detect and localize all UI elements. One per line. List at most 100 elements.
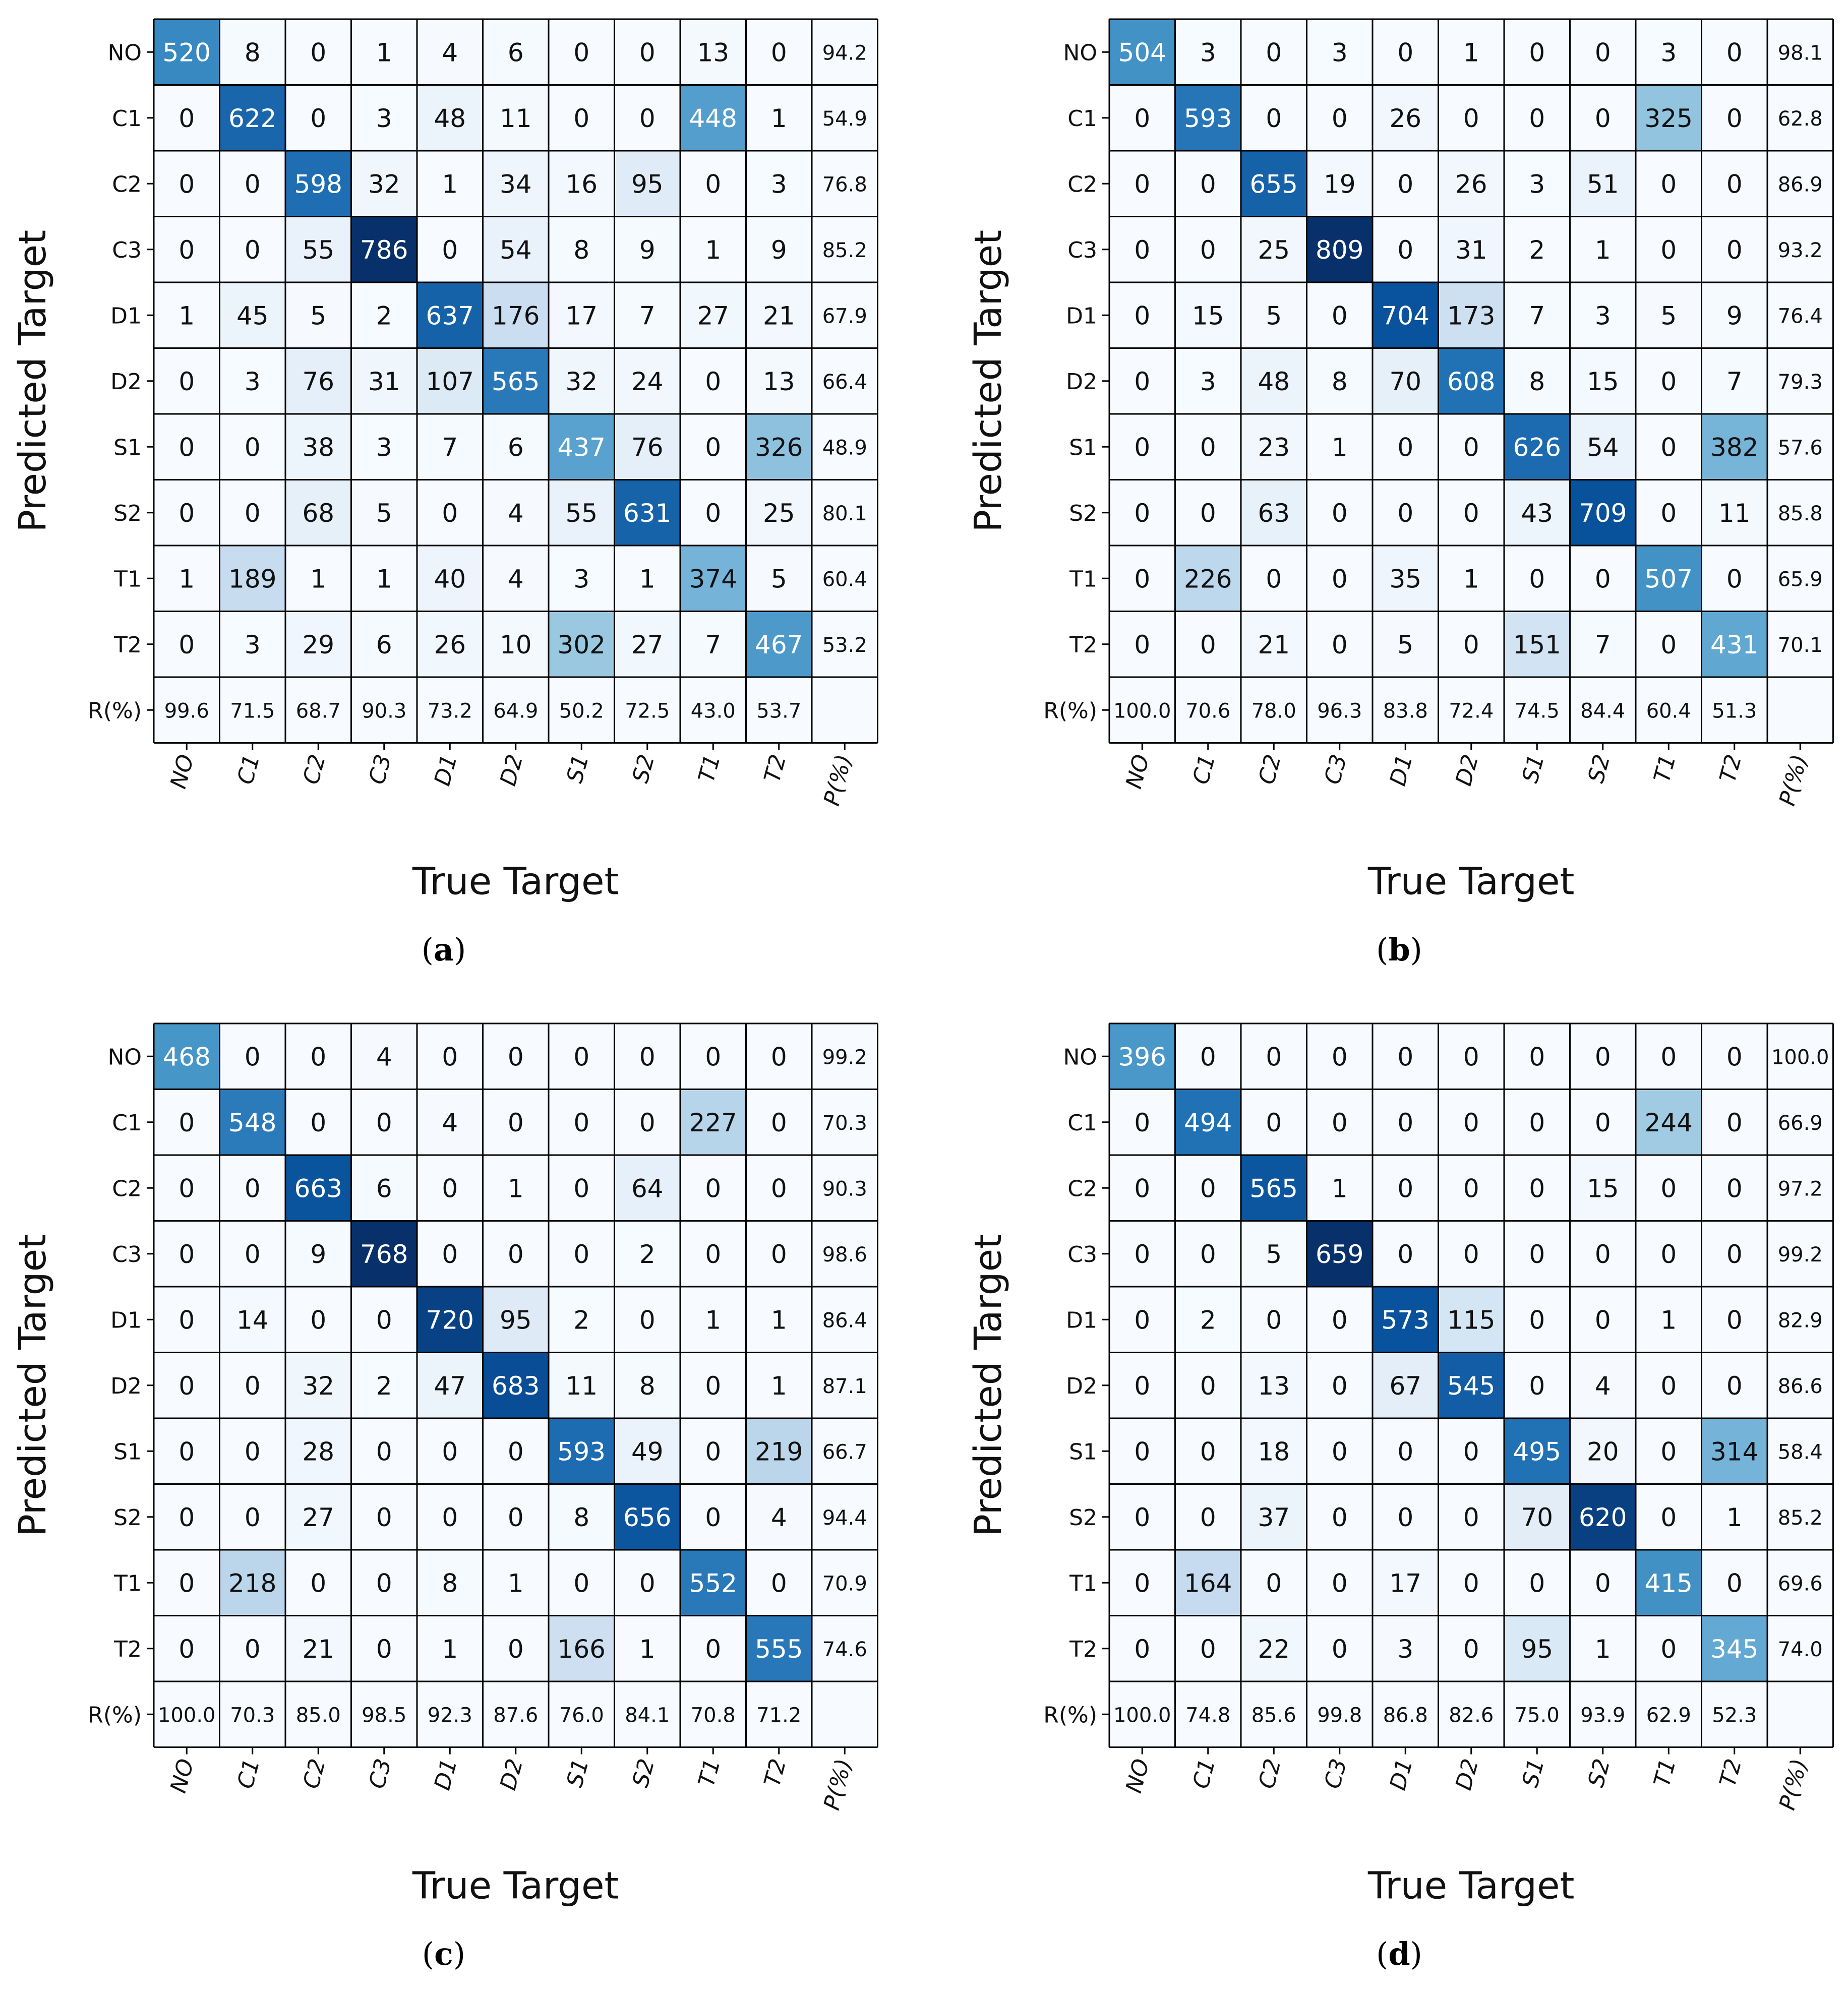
cell-S2-T2 [746, 1484, 812, 1550]
cell-value: 27 [631, 630, 664, 659]
cell-value: 107 [426, 367, 474, 396]
cell-NO-C3 [1306, 19, 1373, 85]
cell-value: 0 [1332, 1568, 1348, 1598]
cell-D2-C1 [1175, 348, 1241, 414]
precision-cell [1767, 414, 1833, 480]
cell-value: 0 [1463, 1042, 1479, 1071]
cell-value: 0 [1397, 1174, 1413, 1203]
cell-value: 21 [1258, 630, 1290, 659]
cell-value: 0 [639, 104, 655, 133]
recall-value: 43.0 [691, 699, 736, 722]
cell-value: 0 [310, 38, 326, 67]
recall-value: 62.9 [1646, 1704, 1691, 1727]
cell-C1-C2 [285, 1089, 351, 1155]
cell-D1-C3 [1306, 282, 1373, 348]
recall-cell [680, 677, 746, 743]
cell-value: 0 [1134, 630, 1150, 659]
corner-cell [1767, 677, 1833, 743]
recall-cell [1241, 1681, 1307, 1747]
cell-value: 32 [565, 367, 598, 396]
cell-value: 0 [1463, 1437, 1479, 1466]
cell-value: 0 [1134, 1568, 1150, 1598]
precision-value: 74.6 [822, 1638, 867, 1661]
cell-D2-NO [1109, 348, 1175, 414]
cell-S2-T1 [1636, 479, 1702, 546]
cell-value: 31 [368, 367, 400, 396]
cell-value: 64 [631, 1174, 664, 1203]
precision-cell [1767, 1155, 1833, 1221]
cell-T2-C2 [1241, 611, 1307, 677]
cell-value: 0 [705, 1240, 721, 1269]
cell-NO-S1 [549, 19, 615, 85]
cell-S1-D1 [1373, 414, 1439, 480]
cell-value: 0 [508, 1042, 524, 1071]
cell-value: 0 [442, 1174, 458, 1203]
precision-value: 86.9 [1778, 173, 1823, 196]
precision-value: 62.8 [1778, 107, 1823, 131]
cell-value: 1 [376, 38, 392, 67]
cell-NO-D2 [483, 1023, 549, 1090]
cell-T2-S1 [549, 611, 615, 677]
cell-D1-T2 [746, 282, 812, 348]
cell-value: 504 [1118, 38, 1166, 67]
cell-C3-C2 [1241, 1221, 1307, 1287]
cell-value: 1 [1726, 1503, 1743, 1532]
cell-value: 0 [178, 1240, 195, 1269]
cell-value: 0 [573, 1174, 589, 1203]
recall-value: 84.1 [625, 1704, 670, 1727]
cell-NO-T1 [680, 1023, 746, 1090]
cell-C1-D2 [483, 1089, 549, 1155]
cell-T2-D2 [1438, 1615, 1504, 1681]
cell-C1-S1 [549, 1089, 615, 1155]
cell-S1-S1 [549, 1418, 615, 1484]
cell-T1-C2 [285, 546, 351, 612]
cell-value: 1 [376, 564, 392, 593]
cell-S1-D2 [483, 1418, 549, 1484]
cell-value: 0 [771, 1240, 787, 1269]
cell-D2-S1 [549, 1352, 615, 1418]
cell-C1-D1 [1373, 1089, 1439, 1155]
cell-value: 3 [1595, 301, 1611, 330]
cell-D1-C1 [1175, 1287, 1241, 1353]
cell-S2-NO [154, 1484, 220, 1550]
y-tick-label: T1 [1069, 1571, 1097, 1596]
cell-C1-S1 [1504, 85, 1570, 151]
cell-value: 0 [1660, 1371, 1677, 1401]
cell-value: 218 [228, 1568, 276, 1598]
cell-C2-C2 [285, 1155, 351, 1221]
cell-S2-NO [1109, 1484, 1175, 1550]
cell-value: 0 [1134, 1174, 1150, 1203]
recall-cell [1570, 677, 1636, 743]
cell-value: 0 [1726, 1568, 1743, 1598]
cell-value: 8 [573, 235, 589, 265]
cell-value: 63 [1258, 499, 1290, 528]
cell-T1-NO [154, 1550, 220, 1616]
cell-D2-C1 [1175, 1352, 1241, 1418]
cell-NO-D1 [1373, 1023, 1439, 1090]
cell-D2-C2 [285, 348, 351, 414]
cell-value: 620 [1579, 1503, 1627, 1532]
cell-C2-C1 [1175, 151, 1241, 217]
y-tick-label: C3 [1067, 1242, 1097, 1267]
cell-value: 4 [508, 564, 524, 593]
recall-value: 50.2 [559, 699, 604, 722]
cell-value: 0 [1200, 499, 1216, 528]
cell-C1-C3 [1306, 85, 1373, 151]
cell-T1-C1 [1175, 1550, 1241, 1616]
cell-D1-D2 [1438, 1287, 1504, 1353]
cell-value: 4 [442, 38, 458, 67]
cell-value: 9 [1726, 301, 1743, 330]
cell-C3-S1 [1504, 216, 1570, 282]
cell-value: 0 [245, 169, 261, 199]
cell-value: 48 [1258, 367, 1290, 396]
precision-value: 98.6 [822, 1243, 867, 1266]
precision-value: 90.3 [822, 1177, 867, 1200]
cell-value: 7 [1726, 367, 1743, 396]
cell-value: 68 [302, 499, 334, 528]
y-tick-label: NO [1063, 40, 1097, 66]
recall-value: 70.8 [691, 1704, 736, 1727]
cell-NO-NO [1109, 1023, 1175, 1090]
cell-value: 448 [689, 104, 737, 133]
cell-T2-T2 [1701, 1615, 1767, 1681]
cell-C3-D2 [1438, 1221, 1504, 1287]
